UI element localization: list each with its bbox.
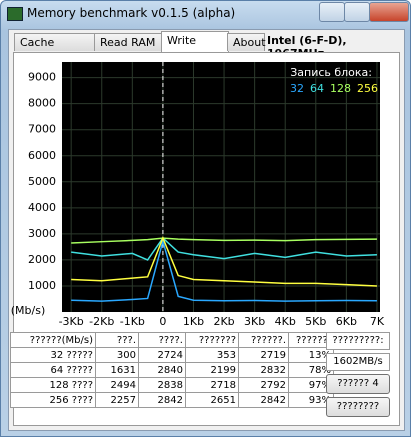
x-tick-label: 4Kb <box>275 315 296 328</box>
header-cell: ??????. <box>288 332 334 348</box>
table-cell: 2792 <box>238 377 289 393</box>
y-tick-label: 1000 <box>28 279 56 292</box>
table-cell: 2199 <box>185 362 239 378</box>
x-tick-label: 6Kb <box>336 315 357 328</box>
x-tick-label: 2Kb <box>213 315 234 328</box>
series-line <box>71 236 377 261</box>
table-cell: 128 ???? <box>10 377 96 393</box>
table-cell: 2838 <box>138 377 186 393</box>
plot-area <box>62 62 380 312</box>
y-tick-label: 9000 <box>28 71 56 84</box>
table-cell: 2842 <box>138 392 186 408</box>
legend-title: Запись блока: <box>290 66 372 79</box>
legend-entry: 128 <box>330 82 351 95</box>
table-row: 256 ???? 2257 2842 2651 2842 93% <box>10 392 334 408</box>
series-line <box>71 235 377 287</box>
table-cell: 78% <box>288 362 334 378</box>
y-tick-label: 2000 <box>28 253 56 266</box>
table-cell: 2724 <box>138 347 186 363</box>
table-cell: 93% <box>288 392 334 408</box>
table-cell: 13% <box>288 347 334 363</box>
close-button[interactable] <box>369 2 409 22</box>
x-tick-label: 3Kb <box>244 315 265 328</box>
table-cell: 2257 <box>95 392 139 408</box>
table-cell: 32 ????? <box>10 347 96 363</box>
header-cell: ????. <box>138 332 186 348</box>
series-line <box>71 238 377 302</box>
table-cell: 256 ???? <box>10 392 96 408</box>
side-panel: ?????????: 1602MB/s ?????? 4???????? <box>326 332 390 420</box>
legend-entry: 256 <box>357 82 378 95</box>
table-row: 128 ???? 2494 2838 2718 2792 97% <box>10 377 334 393</box>
table-cell: 2842 <box>238 392 289 408</box>
side-header: ?????????: <box>326 332 390 350</box>
table-row: 64 ????? 1631 2840 2199 2832 78% <box>10 362 334 378</box>
legend-entry: 64 <box>310 82 324 95</box>
header-cell: ??????. <box>238 332 289 348</box>
header-cell: ??????(Mb/s) <box>10 332 96 348</box>
x-tick-label: 1Kb <box>183 315 204 328</box>
table-cell: 300 <box>95 347 139 363</box>
button[interactable]: ???????? <box>326 397 390 417</box>
table-cell: 2840 <box>138 362 186 378</box>
table-row: 32 ????? 300 2724 353 2719 13% <box>10 347 334 363</box>
y-tick-label: 7000 <box>28 123 56 136</box>
table-cell: 2651 <box>185 392 239 408</box>
button[interactable]: ?????? 4 <box>326 374 390 394</box>
series-line <box>71 237 377 244</box>
x-tick-label: 7K <box>370 315 385 328</box>
table-cell: 64 ????? <box>10 362 96 378</box>
x-tick-label: 5Kb <box>305 315 326 328</box>
x-tick-label: -2Kb <box>89 315 114 328</box>
tab[interactable]: About <box>227 33 266 51</box>
table-cell: 2718 <box>185 377 239 393</box>
y-tick-label: 3000 <box>28 227 56 240</box>
y-tick-label: 5000 <box>28 175 56 188</box>
table-cell: 1631 <box>95 362 139 378</box>
y-tick-label: 6000 <box>28 149 56 162</box>
app-icon <box>7 7 23 21</box>
x-tick-label: -1Kb <box>120 315 145 328</box>
header-cell: ???. <box>95 332 139 348</box>
header-cell: ??????? <box>185 332 239 348</box>
y-tick-label: 8000 <box>28 97 56 110</box>
y-axis-label: (Mb/s) <box>11 304 46 317</box>
x-tick-label: -3Kb <box>59 315 84 328</box>
table-cell: 2832 <box>238 362 289 378</box>
table-cell: 353 <box>185 347 239 363</box>
x-tick-label: 0 <box>159 315 166 328</box>
legend-entry: 32 <box>290 82 304 95</box>
speed-display: 1602MB/s <box>326 353 390 371</box>
table-cell: 2494 <box>95 377 139 393</box>
table-header: ??????(Mb/s)???.????.?????????????.?????… <box>10 332 334 348</box>
window-title: Memory benchmark v0.1.5 (alpha) <box>27 6 236 20</box>
results-table: ??????(Mb/s)???.????.?????????????.?????… <box>10 332 334 408</box>
y-tick-label: 4000 <box>28 201 56 214</box>
table-cell: 2719 <box>238 347 289 363</box>
